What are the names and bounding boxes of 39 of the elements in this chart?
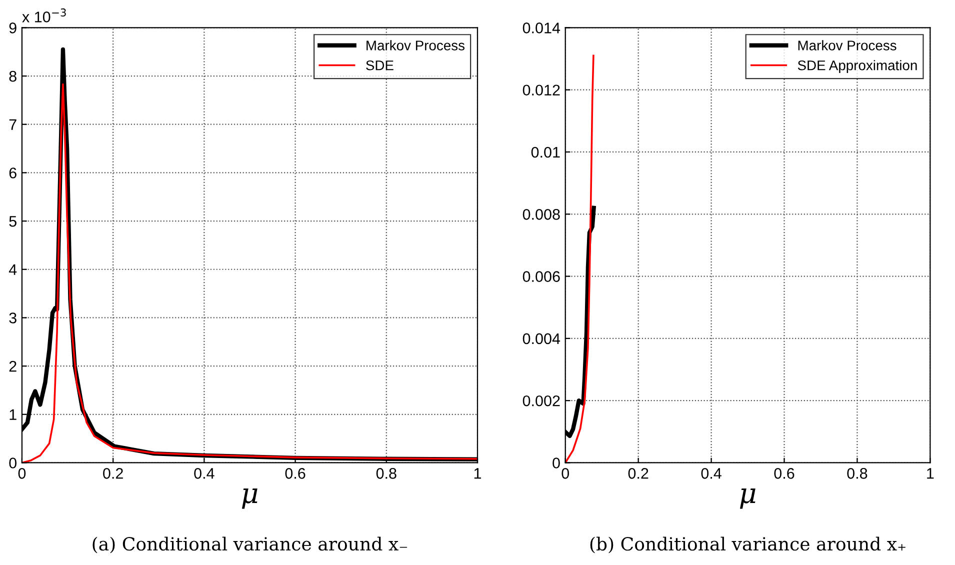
y-tick-label: 7: [9, 119, 16, 130]
y-tick-label: 9: [9, 22, 16, 34]
y-tick-label: 1: [10, 409, 16, 420]
x-tick-label: 0.8: [376, 468, 396, 479]
y-tick-label: 5: [9, 216, 16, 227]
text: x 10$^{−3}$: [22, 8, 66, 22]
x-tick-label: 1: [927, 468, 934, 479]
x-tick-label: 0.2: [628, 468, 648, 479]
legend-label: Markov Process: [798, 40, 896, 50]
x-tick-label: 0.4: [194, 468, 214, 479]
y-tick-label: 0: [552, 458, 560, 468]
y-tick-label: 0.004: [522, 333, 560, 344]
text: (a) Conditional variance around x₋: [92, 536, 407, 554]
y-tick-label: 0: [9, 458, 17, 468]
legend-label: SDE Approximation: [798, 60, 917, 74]
x-axis-title: μ: [740, 488, 756, 509]
x-tick-label: 0: [562, 468, 570, 479]
x-tick-label: 0.2: [103, 468, 123, 479]
y-tick-label: 0.006: [522, 271, 560, 282]
x-tick-label: 0.6: [285, 468, 306, 479]
y-tick-label: 0.002: [522, 395, 560, 406]
legend-label: Markov Process: [366, 40, 465, 50]
y-tick-label: 0.014: [522, 22, 560, 34]
y-tick-label: 6: [9, 168, 16, 178]
y-tick-label: 3: [9, 312, 16, 324]
x-tick-label: 0: [18, 468, 26, 479]
y-tick-label: 0.008: [522, 209, 560, 220]
x-tick-label: 0.8: [847, 468, 868, 479]
x-tick-label: 1: [474, 468, 482, 479]
x-tick-label: 0.6: [774, 468, 794, 479]
y-tick-label: 4: [8, 264, 17, 275]
y-tick-label: 0.012: [522, 84, 560, 96]
x-tick-label: 0.4: [701, 468, 722, 479]
y-tick-label: 0.01: [531, 146, 560, 158]
legend-label: SDE: [366, 60, 394, 70]
y-tick-label: 2: [9, 360, 16, 372]
x-axis-title: μ: [242, 488, 258, 509]
y-tick-label: 8: [9, 70, 16, 82]
text: (b) Conditional variance around x₊: [590, 536, 906, 554]
